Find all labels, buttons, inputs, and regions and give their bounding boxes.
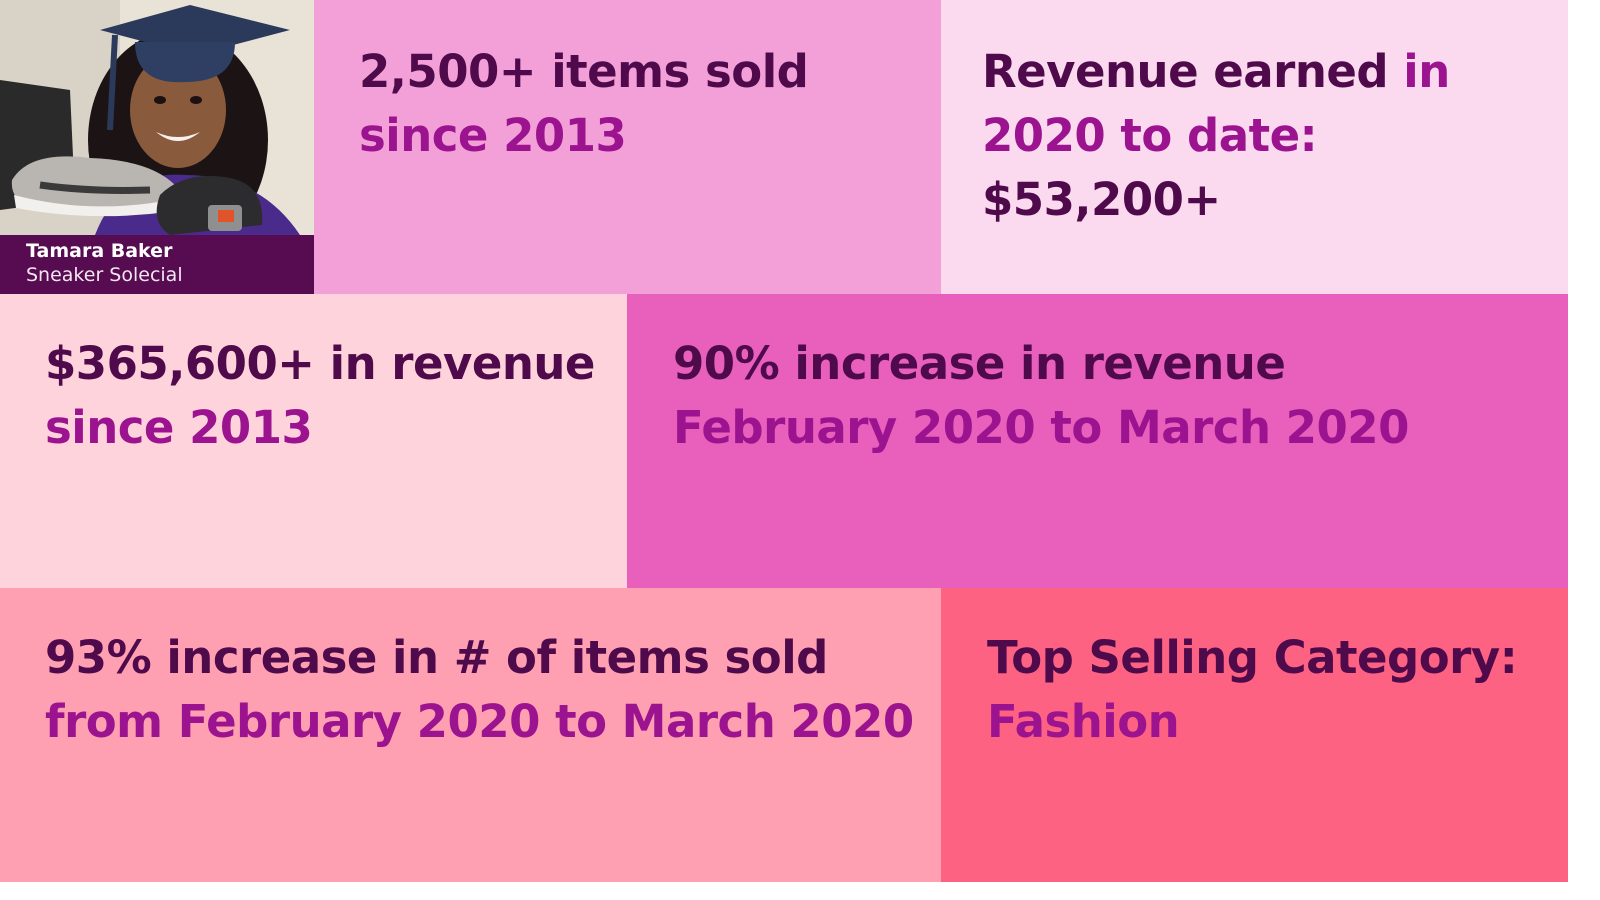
stats-infographic: Tamara Baker Sneaker Solecial 2,500+ ite…	[0, 0, 1568, 882]
items-increase-period: from February 2020 to March 2020	[45, 695, 914, 748]
items-sold-value: 2,500+ items sold	[359, 45, 809, 98]
items-increase-tile: 93% increase in # of items sold from Feb…	[0, 588, 941, 882]
seller-photo-tile: Tamara Baker Sneaker Solecial	[0, 0, 314, 294]
revenue-increase-period: February 2020 to March 2020	[673, 401, 1409, 454]
revenue-2020-tile: Revenue earned in 2020 to date: $53,200+	[941, 0, 1568, 294]
revenue-2020-period: 2020 to date:	[982, 109, 1318, 162]
seller-photo	[0, 0, 314, 240]
revenue-2020-heading-accent: in	[1403, 45, 1450, 98]
total-revenue-value: $365,600+ in revenue	[45, 337, 595, 390]
seller-business: Sneaker Solecial	[26, 264, 183, 286]
total-revenue-period: since 2013	[45, 401, 313, 454]
total-revenue-tile: $365,600+ in revenue since 2013	[0, 294, 627, 588]
revenue-increase-tile: 90% increase in revenue February 2020 to…	[627, 294, 1568, 588]
revenue-2020-heading: Revenue earned in	[982, 40, 1568, 104]
items-sold-period: since 2013	[359, 109, 627, 162]
revenue-2020-heading-dark: Revenue earned	[982, 45, 1404, 98]
items-increase-value: 93% increase in # of items sold	[45, 631, 828, 684]
items-sold-tile: 2,500+ items sold since 2013	[314, 0, 941, 294]
top-category-heading: Top Selling Category:	[987, 631, 1518, 684]
top-category-value: Fashion	[987, 695, 1180, 748]
seller-name: Tamara Baker	[26, 240, 173, 262]
revenue-increase-value: 90% increase in revenue	[673, 337, 1286, 390]
seller-caption: Tamara Baker Sneaker Solecial	[0, 235, 314, 294]
revenue-2020-value: $53,200+	[982, 173, 1221, 226]
top-category-tile: Top Selling Category: Fashion	[941, 588, 1568, 882]
